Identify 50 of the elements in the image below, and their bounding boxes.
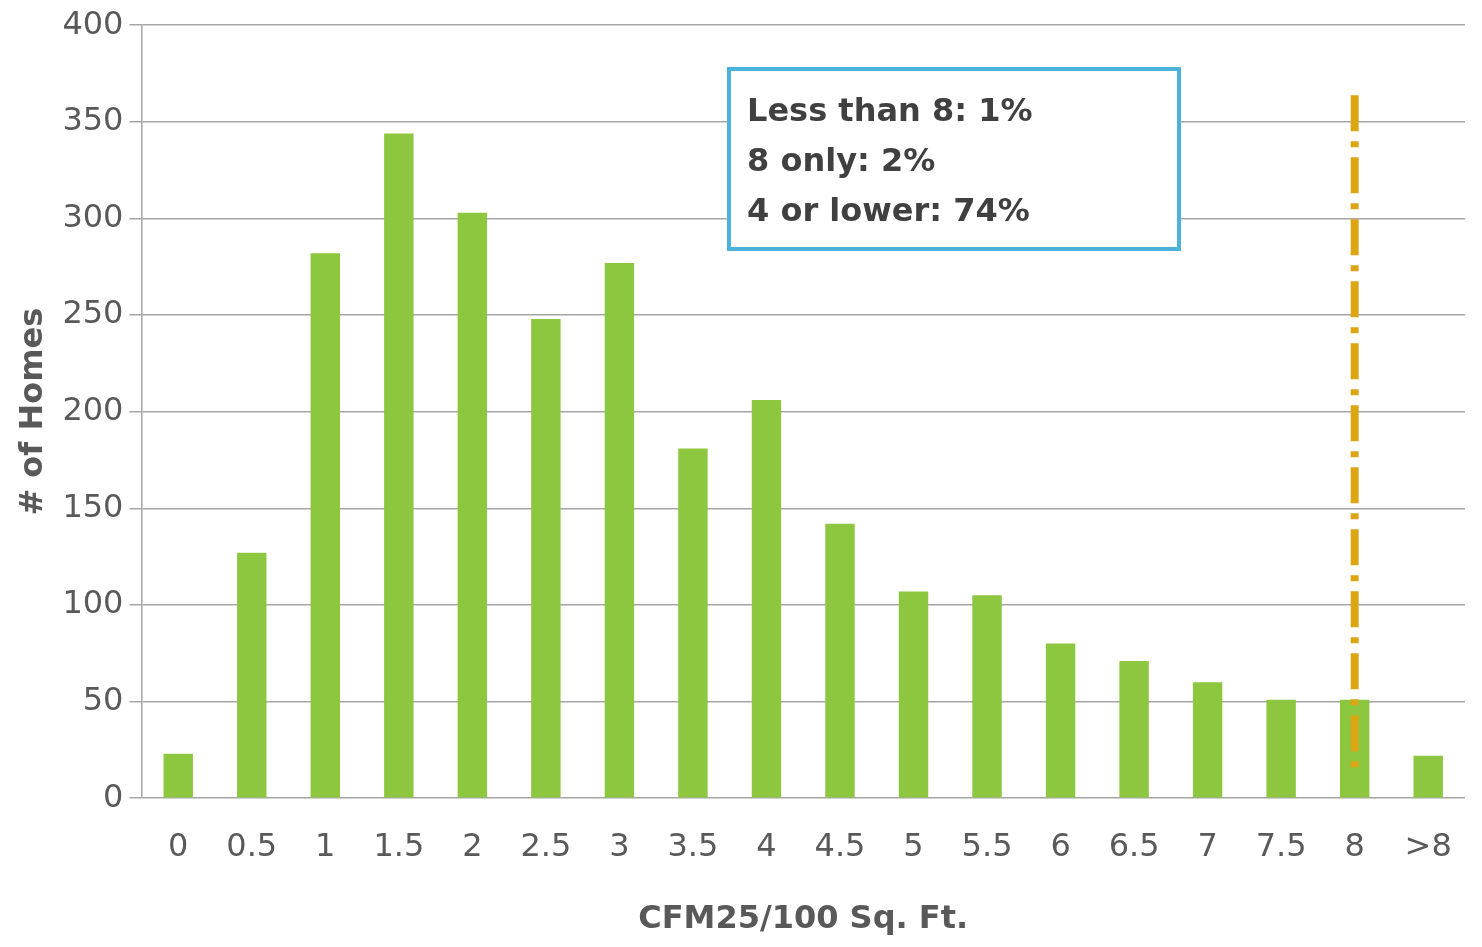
x-tick-label: 1.5: [373, 825, 425, 864]
x-tick-label: 6: [1050, 825, 1071, 864]
x-tick-label: 3.5: [667, 825, 719, 864]
x-tick-label: 7: [1197, 825, 1218, 864]
bar: [604, 262, 635, 798]
y-tick-label: 350: [62, 100, 124, 139]
x-tick-label: 3: [609, 825, 630, 864]
x-tick-label: 7.5: [1255, 825, 1307, 864]
bar: [751, 400, 782, 798]
y-tick-label: 300: [62, 196, 124, 235]
bar: [825, 523, 855, 798]
annotation: 8 only: 2%: [747, 140, 937, 181]
bar: [310, 253, 340, 798]
y-tick-label: 50: [82, 679, 124, 718]
bar: [898, 591, 929, 798]
bar: [237, 552, 267, 798]
x-tick-label: 4.5: [814, 825, 866, 864]
bar: [531, 318, 561, 798]
x-tick-label: 5.5: [961, 825, 1013, 864]
x-tick-label: >8: [1404, 825, 1452, 864]
y-tick-label: 250: [62, 293, 124, 332]
bar: [1266, 699, 1296, 798]
x-axis-title: CFM25/100 Sq. Ft.: [638, 898, 969, 937]
y-tick-label: 400: [62, 3, 124, 42]
x-tick-label: 0: [168, 825, 189, 864]
x-tick-label: 8: [1344, 825, 1365, 864]
x-tick-label: 1: [315, 825, 336, 864]
x-tick-label: 2.5: [520, 825, 572, 864]
callout-box: Less than 8: 1% 8 only: 2% 4 or lower: 74%: [727, 67, 1181, 251]
bar: [1119, 660, 1149, 798]
bar: [1413, 755, 1443, 798]
y-tick-label: 100: [62, 583, 124, 622]
y-tick-label: 0: [103, 776, 124, 815]
x-tick-label: 5: [903, 825, 924, 864]
bar: [1192, 682, 1223, 798]
bar: [1045, 643, 1076, 798]
annotation: 4 or lower: 74%: [747, 190, 1031, 231]
x-tick-label: 0.5: [226, 825, 278, 864]
bar: [457, 212, 488, 798]
bar: [678, 448, 708, 798]
y-tick-label: 200: [62, 390, 124, 429]
bar: [384, 133, 414, 798]
x-tick-label: 2: [462, 825, 483, 864]
y-axis-title: # of Homes: [11, 307, 50, 516]
bar: [163, 753, 193, 798]
y-tick-label: 150: [62, 486, 124, 525]
bar: [972, 595, 1002, 798]
x-tick-label: 6.5: [1108, 825, 1160, 864]
annotation: Less than 8: 1%: [747, 90, 1034, 131]
x-tick-label: 4: [756, 825, 777, 864]
